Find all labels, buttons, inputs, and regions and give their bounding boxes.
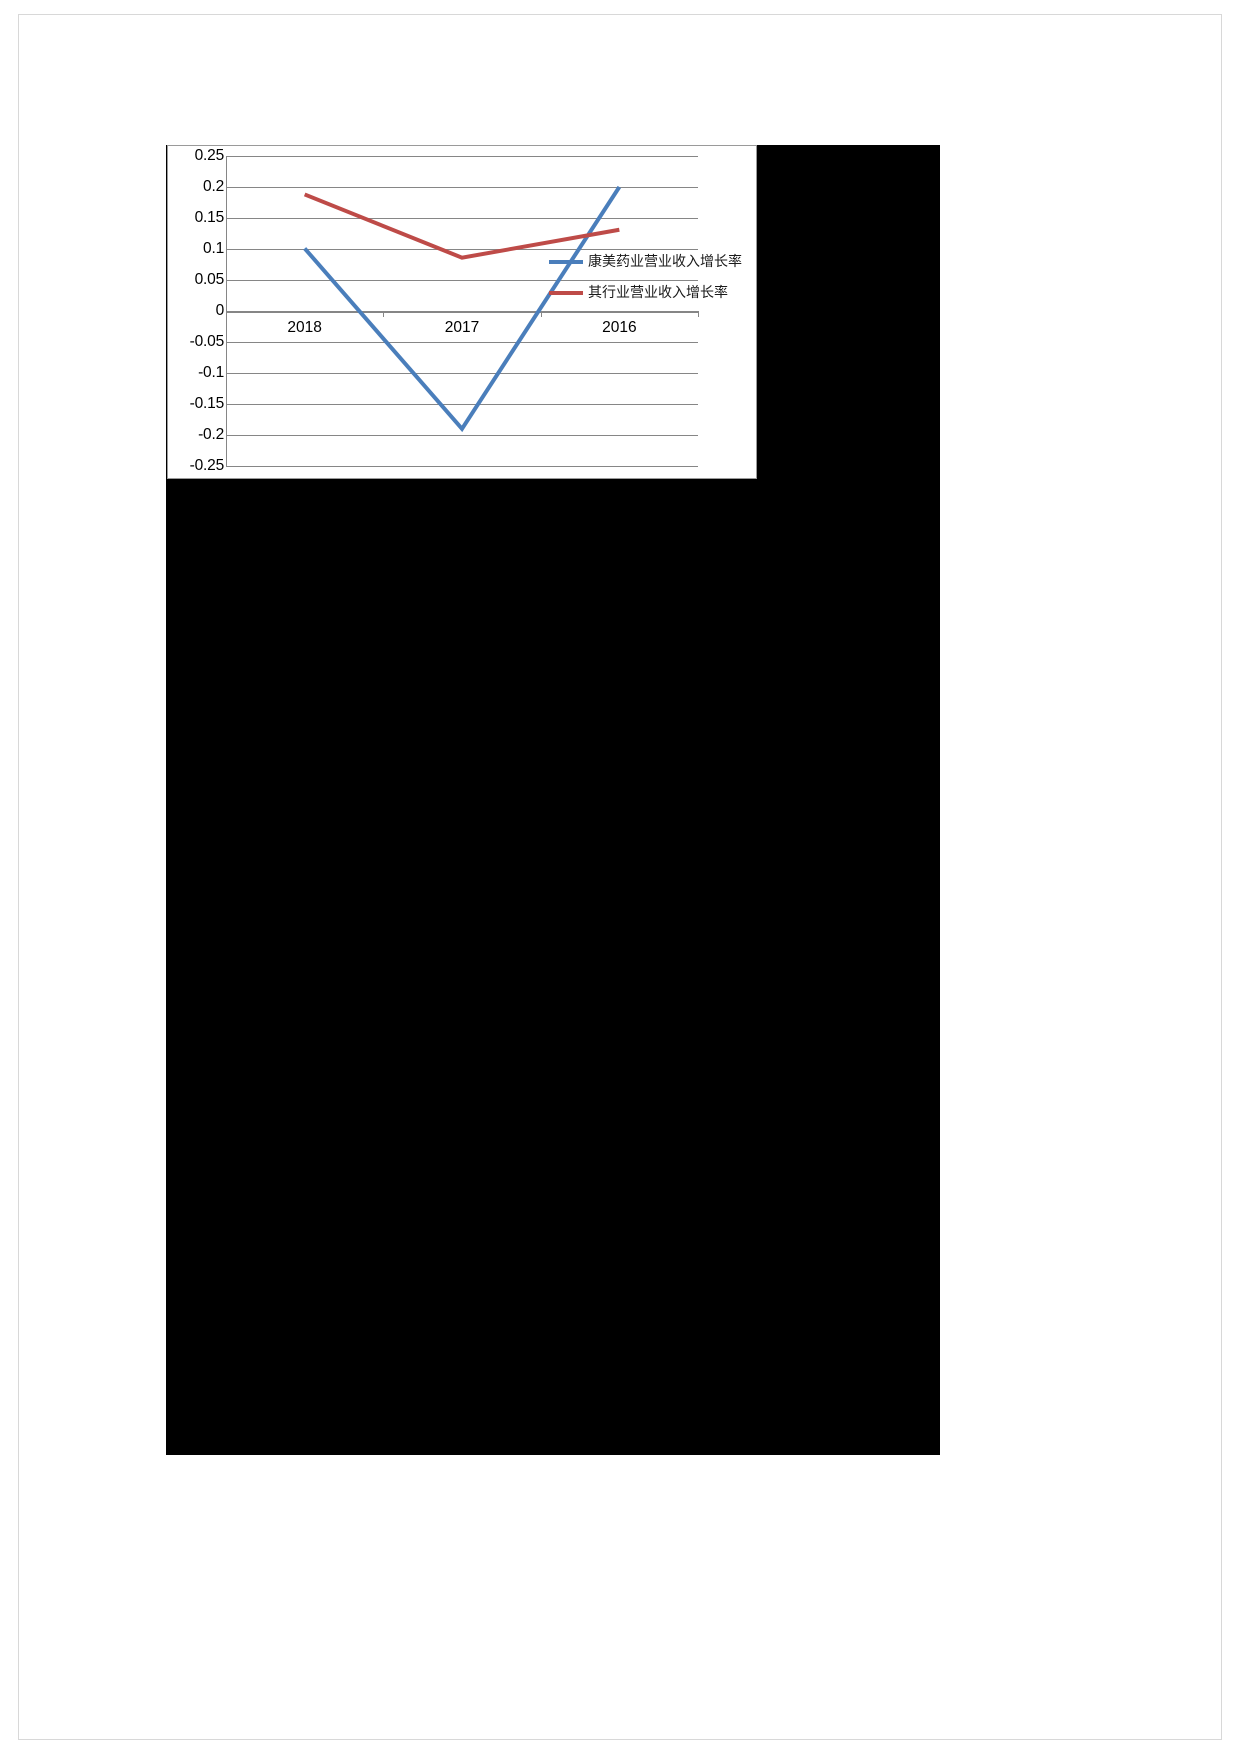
page-border <box>18 14 1222 1740</box>
y-tick-label: 0.1 <box>203 240 224 257</box>
x-axis-category-label: 2018 <box>287 319 322 336</box>
y-axis-tick-labels: 0.25 0.2 0.15 0.1 0.05 0 -0.05 -0.1 -0.15 -0.2 -0.… <box>172 147 225 474</box>
legend-entry[interactable]: 其行业营业收入增长率 <box>549 282 754 304</box>
series-line-1 <box>303 192 620 260</box>
y-axis-line <box>226 156 227 466</box>
y-tick-label: 0.25 <box>194 147 225 164</box>
y-tick-label: 0.05 <box>194 271 225 288</box>
y-tick-label: -0.25 <box>189 457 225 474</box>
gridline <box>226 218 698 219</box>
y-tick-label: -0.05 <box>189 333 225 350</box>
legend-entry[interactable]: 康美药业营业收入增长率 <box>549 251 754 273</box>
series-line-0 <box>303 185 622 433</box>
gridline <box>226 280 698 281</box>
x-axis-category-label: 2016 <box>602 319 637 336</box>
x-axis-tick <box>698 311 699 317</box>
gridline <box>226 342 698 343</box>
plot-area: 2018 2017 2016 <box>226 156 699 467</box>
y-tick-label: -0.2 <box>198 426 224 443</box>
y-tick-label: 0.2 <box>203 178 224 195</box>
series-lines <box>303 185 622 433</box>
legend-label: 其行业营业收入增长率 <box>588 285 728 301</box>
zero-baseline <box>226 311 698 313</box>
gridline <box>226 249 698 250</box>
x-axis-tick <box>540 311 542 317</box>
y-tick-label: 0 <box>215 302 225 319</box>
x-axis-category-label: 2017 <box>444 319 480 336</box>
gridline <box>226 187 698 188</box>
chart-plot-wrapper: 0.25 0.2 0.15 0.1 0.05 0 -0.05 -0.1 -0.15 -0.2 -0.… <box>168 146 756 478</box>
gridline <box>226 435 698 436</box>
gridline <box>226 466 698 467</box>
y-tick-label: -0.1 <box>198 364 224 381</box>
chart-legend: 康美药业营业收入增长率 其行业营业收入增长率 <box>549 251 754 313</box>
y-tick-label: 0.15 <box>194 209 225 226</box>
chart-container[interactable]: 0.25 0.2 0.15 0.1 0.05 0 -0.05 -0.1 -0.15 -0.2 -0.… <box>167 145 757 479</box>
legend-label: 康美药业营业收入增长率 <box>588 254 742 270</box>
y-tick-label: -0.15 <box>189 395 225 412</box>
gridline <box>226 373 698 374</box>
legend-color-swatch <box>549 260 583 264</box>
x-axis-tick <box>383 311 385 317</box>
gridline <box>226 156 698 157</box>
legend-color-swatch <box>549 291 583 295</box>
gridline <box>226 404 698 405</box>
